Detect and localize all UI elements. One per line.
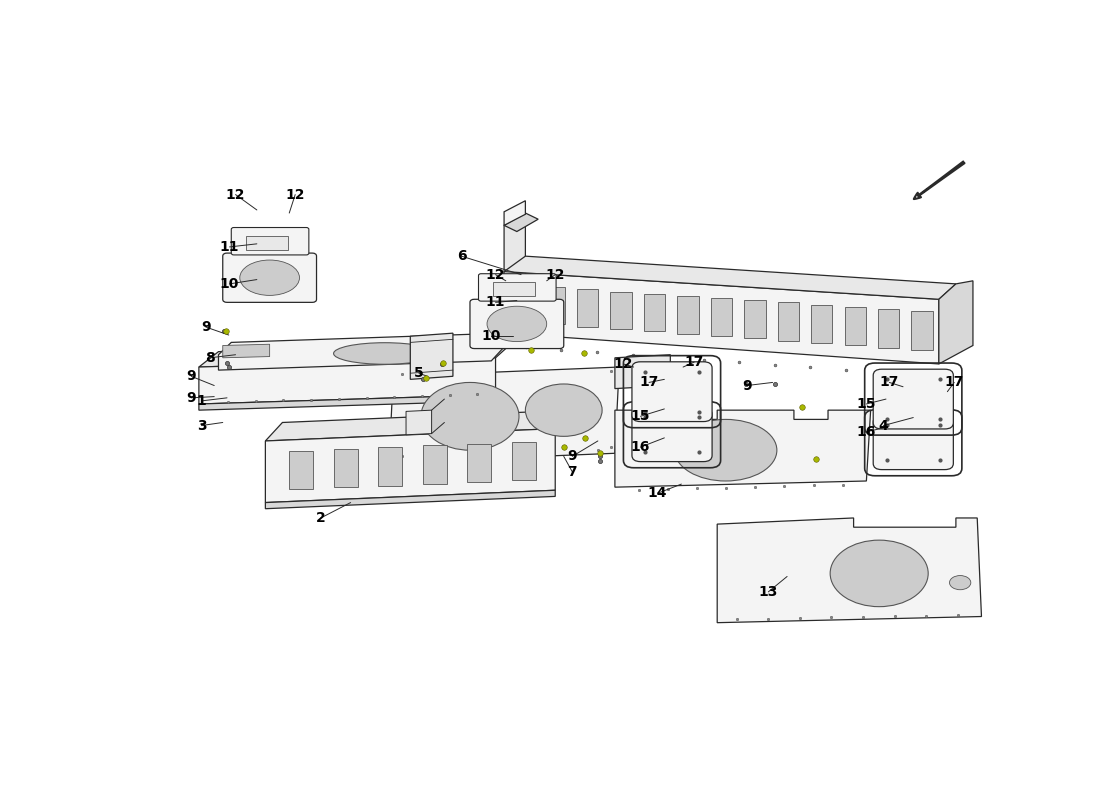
Polygon shape: [504, 256, 956, 299]
Ellipse shape: [487, 306, 547, 342]
FancyBboxPatch shape: [631, 362, 712, 422]
Polygon shape: [422, 446, 447, 484]
Polygon shape: [615, 410, 871, 487]
Polygon shape: [878, 309, 900, 347]
Text: 2: 2: [316, 511, 326, 525]
Polygon shape: [912, 311, 933, 350]
Text: 11: 11: [220, 240, 240, 254]
Polygon shape: [504, 201, 526, 226]
Text: 11: 11: [486, 295, 505, 310]
Polygon shape: [778, 302, 799, 341]
FancyBboxPatch shape: [478, 274, 557, 301]
Text: 7: 7: [568, 465, 578, 478]
FancyBboxPatch shape: [231, 227, 309, 255]
Polygon shape: [504, 213, 526, 333]
Polygon shape: [811, 305, 833, 343]
Polygon shape: [289, 451, 314, 490]
Polygon shape: [644, 294, 666, 331]
Text: 10: 10: [482, 330, 500, 343]
Polygon shape: [504, 213, 538, 231]
Ellipse shape: [949, 575, 971, 590]
Polygon shape: [938, 281, 972, 364]
Polygon shape: [615, 354, 670, 389]
Text: 13: 13: [759, 585, 778, 599]
Bar: [245, 236, 287, 250]
Ellipse shape: [333, 342, 436, 364]
Polygon shape: [410, 333, 453, 379]
Text: 16: 16: [857, 425, 876, 438]
FancyBboxPatch shape: [873, 369, 954, 429]
Text: 17: 17: [639, 375, 659, 390]
Polygon shape: [610, 291, 631, 329]
Text: 3: 3: [197, 418, 207, 433]
Ellipse shape: [526, 384, 602, 436]
Text: 4: 4: [879, 418, 889, 433]
Polygon shape: [678, 296, 698, 334]
Text: 12: 12: [614, 357, 634, 371]
Ellipse shape: [240, 260, 299, 295]
Text: 9: 9: [742, 378, 752, 393]
Text: 12: 12: [546, 268, 565, 282]
Polygon shape: [378, 447, 403, 486]
Polygon shape: [265, 429, 556, 502]
Polygon shape: [222, 344, 270, 358]
Polygon shape: [543, 287, 565, 324]
Polygon shape: [578, 290, 598, 326]
Ellipse shape: [421, 382, 519, 450]
FancyBboxPatch shape: [470, 299, 563, 349]
Text: 9: 9: [201, 320, 210, 334]
Text: 9: 9: [568, 450, 578, 463]
Bar: [493, 282, 535, 296]
FancyBboxPatch shape: [631, 408, 712, 462]
Ellipse shape: [830, 540, 928, 606]
Text: 12: 12: [226, 187, 245, 202]
Polygon shape: [510, 285, 531, 322]
Text: 1: 1: [197, 394, 207, 408]
Polygon shape: [745, 300, 766, 338]
FancyBboxPatch shape: [873, 416, 954, 470]
Polygon shape: [717, 518, 981, 622]
Text: 12: 12: [286, 187, 305, 202]
Polygon shape: [219, 333, 508, 370]
Ellipse shape: [674, 419, 777, 481]
Text: 15: 15: [630, 410, 650, 423]
Text: 9: 9: [186, 370, 196, 383]
FancyBboxPatch shape: [222, 253, 317, 302]
Text: 6: 6: [456, 249, 466, 263]
Text: 14: 14: [648, 486, 668, 500]
Text: 16: 16: [630, 440, 650, 454]
Text: 12: 12: [486, 268, 505, 282]
Text: 10: 10: [220, 277, 240, 291]
Text: 5: 5: [414, 366, 424, 380]
Text: 9: 9: [186, 391, 196, 405]
Polygon shape: [406, 410, 431, 435]
Polygon shape: [711, 298, 733, 336]
Text: 17: 17: [945, 375, 964, 390]
Polygon shape: [513, 442, 536, 480]
Polygon shape: [199, 358, 495, 404]
Polygon shape: [504, 271, 938, 364]
Polygon shape: [845, 306, 866, 346]
Polygon shape: [199, 342, 513, 367]
Polygon shape: [389, 367, 619, 462]
Text: 8: 8: [205, 350, 214, 365]
Polygon shape: [468, 443, 492, 482]
Polygon shape: [265, 490, 556, 509]
Text: 17: 17: [880, 375, 899, 390]
Text: 17: 17: [684, 355, 704, 369]
Polygon shape: [199, 394, 495, 410]
Polygon shape: [265, 410, 572, 441]
Text: 15: 15: [857, 397, 876, 411]
Polygon shape: [333, 450, 358, 487]
